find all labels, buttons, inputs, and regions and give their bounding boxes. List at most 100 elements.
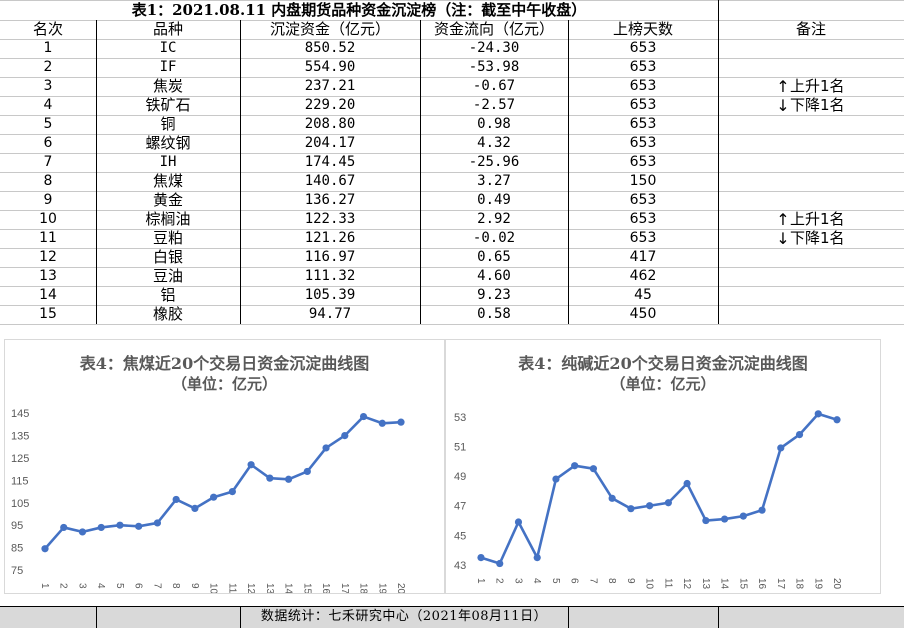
table-cell-fund: 136.27 [304, 192, 356, 208]
x-tick-label: 10 [644, 578, 655, 590]
row-divider [0, 229, 904, 230]
x-tick-label: 18 [794, 578, 805, 590]
chart-subtitle: （单位：亿元） [171, 375, 277, 393]
table-cell-flow: -24.30 [468, 40, 520, 56]
y-tick-label: 75 [11, 565, 23, 577]
row-divider [0, 210, 904, 211]
table-cell-rank: 3 [43, 78, 53, 94]
x-tick-label: 13 [700, 578, 711, 590]
arrow-down-icon: ↓ [776, 229, 790, 248]
data-point [533, 553, 541, 562]
chart-title: 表4：焦煤近20个交易日资金沉淀曲线图 [79, 354, 370, 373]
table-cell-days: 462 [629, 268, 657, 284]
table-cell-days: 653 [629, 40, 657, 56]
data-point [97, 523, 105, 532]
table-cell-name: 铝 [160, 286, 176, 304]
x-tick-label: 17 [339, 583, 350, 593]
table-cell-fund: 208.80 [304, 116, 356, 132]
chart-title: 表4：纯碱近20个交易日资金沉淀曲线图 [518, 354, 808, 373]
table-cell-flow: -25.96 [468, 154, 520, 170]
row-divider [0, 134, 904, 135]
data-point [833, 416, 841, 424]
data-point [341, 432, 349, 440]
x-tick-label: 5 [114, 583, 125, 589]
table-cell-rank: 7 [43, 154, 53, 170]
table-cell-rank: 4 [43, 97, 53, 113]
data-point [814, 410, 822, 418]
row-divider [0, 96, 904, 97]
x-tick-label: 20 [831, 578, 842, 590]
row-divider [0, 77, 904, 78]
row-divider [0, 286, 904, 287]
data-point [397, 418, 405, 426]
row-divider [0, 39, 904, 40]
data-point [739, 512, 747, 520]
x-tick-label: 1 [475, 578, 486, 584]
x-tick-label: 5 [550, 578, 561, 584]
table-cell-days: 450 [629, 306, 657, 322]
chart-subtitle: （单位：亿元） [610, 375, 716, 393]
column-header: 品种 [152, 20, 183, 38]
x-tick-label: 6 [133, 583, 144, 589]
y-tick-label: 85 [11, 543, 23, 555]
table-cell-flow: -0.67 [472, 78, 516, 94]
table-cell-flow: -2.57 [472, 97, 516, 113]
x-tick-label: 3 [512, 578, 523, 584]
x-tick-label: 2 [494, 578, 505, 584]
table-cell-days: 653 [629, 211, 657, 227]
table-cell-name: 螺纹钢 [145, 134, 191, 152]
x-tick-label: 16 [320, 583, 331, 593]
table-cell-rank: 14 [39, 287, 57, 303]
table-cell-fund: 554.90 [304, 59, 356, 75]
rank-change-note: 上升1名 [790, 210, 845, 228]
row-divider [0, 0, 904, 1]
x-tick-label: 20 [395, 583, 406, 593]
table-cell-name: 铜 [160, 115, 176, 133]
data-point [228, 488, 236, 496]
x-tick-label: 3 [76, 583, 87, 589]
x-tick-label: 8 [170, 583, 181, 589]
x-tick-label: 9 [625, 578, 636, 584]
table-cell-flow: -0.02 [472, 230, 516, 246]
data-point [646, 502, 654, 510]
table-cell-name: 白银 [152, 248, 183, 266]
soda-ash-chart: 表4：纯碱近20个交易日资金沉淀曲线图 （单位：亿元） 43 45 47 49 51 53… [445, 339, 881, 594]
table-cell-fund: 121.26 [304, 230, 356, 246]
data-point [210, 493, 218, 501]
data-point [702, 516, 710, 525]
column-divider [240, 20, 241, 324]
row-divider [0, 267, 904, 268]
table-cell-days: 653 [629, 135, 657, 151]
y-tick-label: 45 [454, 530, 466, 542]
y-tick-label: 135 [11, 431, 29, 443]
y-tick-label: 49 [454, 471, 466, 483]
table-cell-flow: -53.98 [468, 59, 520, 75]
x-tick-label: 6 [569, 578, 580, 584]
x-tick-label: 11 [226, 583, 237, 593]
x-tick-label: 2 [58, 583, 69, 589]
table-cell-fund: 105.39 [304, 287, 356, 303]
x-tick-label: 8 [606, 578, 617, 584]
data-point [135, 522, 143, 530]
data-point [795, 431, 804, 439]
footer-source: 数据统计：七禾研究中心（2021年08月11日） [260, 609, 548, 624]
data-point [664, 499, 672, 507]
footer-bar [0, 606, 904, 628]
data-point [78, 528, 87, 536]
table-cell-rank: 10 [39, 211, 57, 227]
y-tick-label: 125 [11, 453, 29, 465]
column-header: 沉淀资金（亿元） [269, 20, 390, 38]
table-cell-days: 653 [629, 154, 657, 170]
data-point [720, 515, 729, 523]
row-divider [0, 58, 904, 59]
table-cell-name: 棕榈油 [145, 210, 191, 228]
table-cell-days: 45 [634, 287, 652, 303]
column-divider [568, 20, 569, 324]
row-divider [0, 305, 904, 306]
table-cell-fund: 174.45 [304, 154, 356, 170]
row-divider [0, 20, 904, 21]
x-tick-label: 4 [95, 583, 106, 589]
table-cell-flow: 3.27 [477, 173, 511, 189]
table-cell-flow: 0.65 [477, 249, 511, 265]
